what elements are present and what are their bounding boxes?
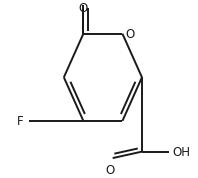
Text: O: O [79, 2, 88, 15]
Text: F: F [17, 115, 24, 128]
Text: O: O [105, 164, 114, 177]
Text: OH: OH [172, 146, 190, 159]
Text: O: O [125, 28, 135, 41]
